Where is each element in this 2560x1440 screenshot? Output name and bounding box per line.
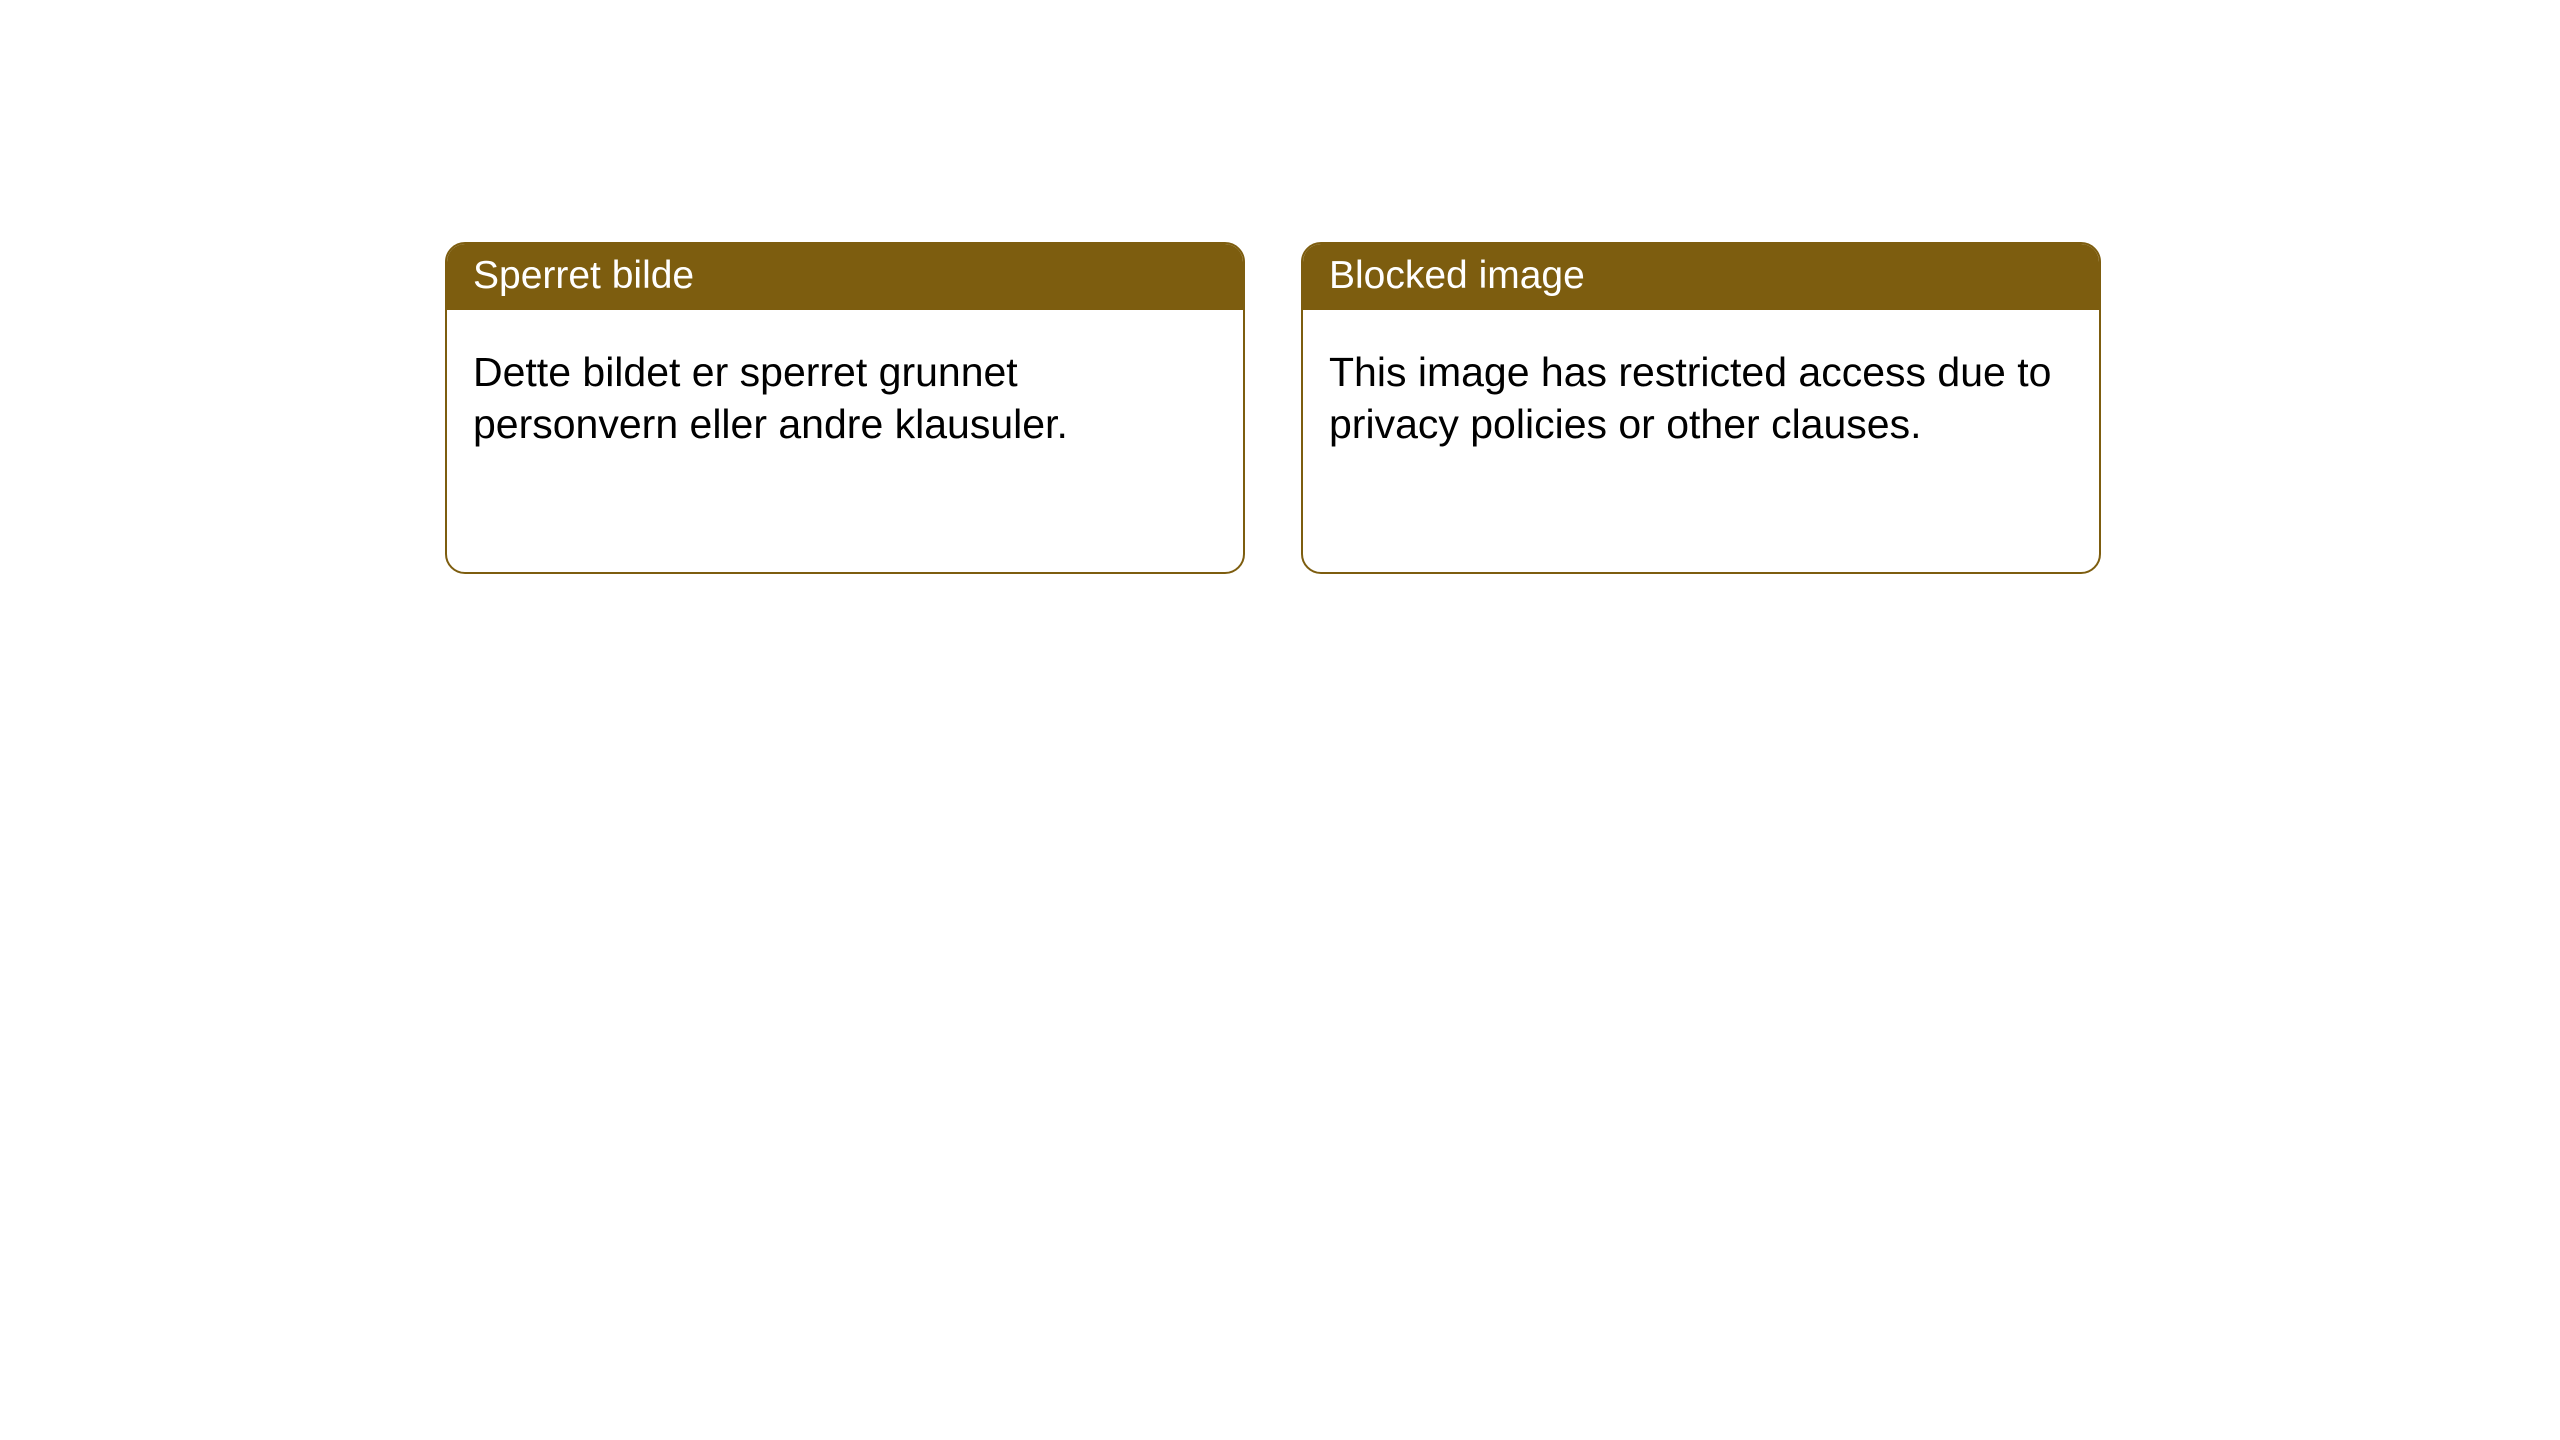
notice-card-body: This image has restricted access due to …: [1303, 310, 2099, 477]
notice-card-no: Sperret bilde Dette bildet er sperret gr…: [445, 242, 1245, 574]
notice-card-title: Sperret bilde: [447, 244, 1243, 310]
notice-card-body: Dette bildet er sperret grunnet personve…: [447, 310, 1243, 477]
notice-cards-container: Sperret bilde Dette bildet er sperret gr…: [445, 242, 2101, 574]
notice-card-en: Blocked image This image has restricted …: [1301, 242, 2101, 574]
notice-card-title: Blocked image: [1303, 244, 2099, 310]
